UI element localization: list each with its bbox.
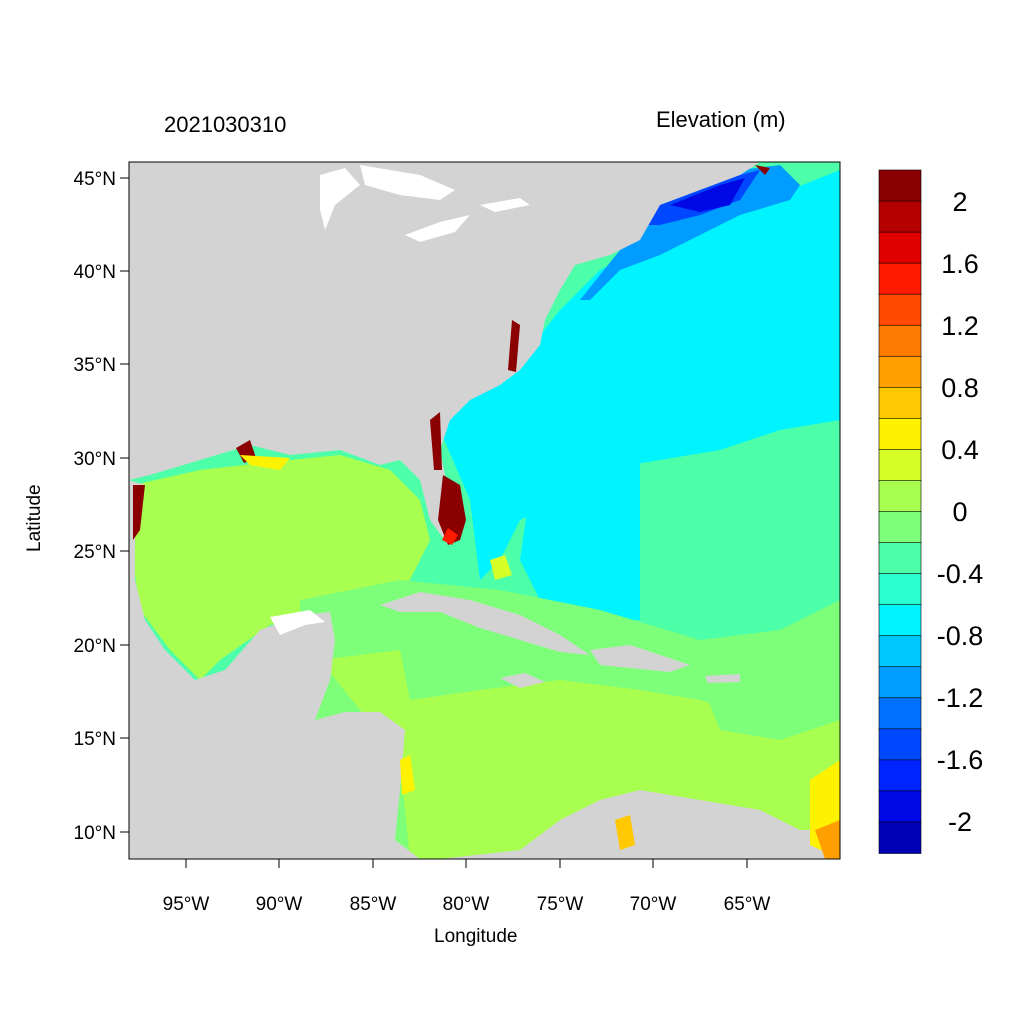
colorbar-segment — [878, 293, 922, 327]
colorbar-segment — [878, 169, 922, 202]
venezuela-orange — [815, 820, 840, 859]
x-tick-label: 65°W — [724, 894, 771, 915]
colorbar-label: 0.8 — [941, 373, 979, 403]
colorbar-segment — [878, 262, 922, 295]
y-tick-label: 30°N — [74, 449, 116, 470]
y-tick-label: 20°N — [74, 636, 116, 657]
lake-ontario — [480, 198, 530, 212]
map-plot-area — [129, 162, 840, 859]
colorbar-label: 2 — [952, 187, 967, 217]
hispaniola-land — [590, 645, 690, 672]
colorbar-segment — [878, 573, 922, 606]
eastern-caribbean — [700, 630, 840, 740]
date-label: 2021030310 — [164, 112, 287, 137]
colorbar-label: 1.6 — [941, 249, 979, 279]
colorbar — [878, 169, 922, 854]
colorbar-segment — [878, 697, 922, 730]
x-tick-label: 70°W — [630, 894, 677, 915]
y-tick-label: 25°N — [74, 542, 116, 563]
carolina-surge — [508, 320, 520, 372]
lake-michigan — [320, 168, 360, 230]
lake-erie — [405, 215, 470, 242]
colorbar-segment — [878, 542, 922, 575]
nova-scotia-surge — [755, 165, 770, 175]
x-tick-label: 75°W — [537, 894, 584, 915]
y-tick-label: 45°N — [74, 169, 116, 190]
variable-label: Elevation (m) — [656, 107, 786, 132]
colorbar-segment — [878, 821, 922, 854]
louisiana-yellow — [240, 455, 290, 470]
colorbar-label: 0 — [952, 497, 967, 527]
colorbar-segment — [878, 355, 922, 389]
x-tick-label: 85°W — [350, 894, 397, 915]
x-tick-label: 90°W — [256, 894, 303, 915]
colorbar-segment — [878, 200, 922, 233]
y-axis: 45°N 40°N 35°N 30°N 25°N 20°N 15°N 10°N — [74, 169, 129, 844]
colorbar-label: -1.6 — [937, 745, 984, 775]
colorbar-label: 1.2 — [941, 311, 979, 341]
colorbar-label: -1.2 — [937, 683, 984, 713]
florida-keys-surge — [442, 528, 458, 545]
north-america-land — [129, 162, 760, 545]
cyan-bahamas-region — [520, 430, 640, 620]
x-tick-label: 80°W — [443, 894, 490, 915]
colorbar-segment — [878, 666, 922, 699]
colorbar-segment — [878, 480, 922, 513]
x-tick-label: 95°W — [163, 894, 210, 915]
bahamas-yellow — [490, 555, 512, 580]
colorbar-segment — [878, 511, 922, 544]
colorbar-label: -0.4 — [937, 559, 984, 589]
colorbar-segment — [878, 324, 922, 358]
maracaibo-yellow — [615, 815, 635, 850]
y-tick-label: 10°N — [74, 823, 116, 844]
colorbar-label: -0.8 — [937, 621, 984, 651]
colorbar-segment — [878, 418, 922, 451]
colorbar-label: -2 — [948, 807, 972, 837]
colorbar-segment — [878, 635, 922, 668]
colorbar-label: 0.4 — [941, 435, 979, 465]
gulf-of-mexico — [133, 455, 430, 680]
colorbar-labels: 2 1.6 1.2 0.8 0.4 0 -0.4 -0.8 -1.2 -1.6 … — [937, 187, 984, 837]
gulf-of-maine-deepest — [670, 178, 745, 212]
central-america-land — [129, 480, 420, 859]
puerto-rico-land — [705, 674, 740, 683]
colorbar-segment — [878, 759, 922, 792]
florida-surge — [438, 475, 466, 545]
y-tick-label: 15°N — [74, 729, 116, 750]
colorbar-segment — [878, 449, 922, 482]
colorbar-segment — [878, 790, 922, 823]
plot-frame — [128, 161, 841, 860]
nicaragua-yellow — [400, 755, 415, 795]
colorbar-segment — [878, 387, 922, 420]
texas-coast-surge — [133, 485, 145, 540]
x-axis: 95°W 90°W 85°W 80°W 75°W 70°W 65°W — [163, 859, 771, 915]
y-tick-label: 35°N — [74, 355, 116, 376]
y-tick-label: 40°N — [74, 262, 116, 283]
colorbar-segment — [878, 728, 922, 761]
gulf-of-maine-blue — [580, 165, 800, 300]
georgia-surge — [430, 412, 442, 470]
x-axis-label: Longitude — [434, 926, 518, 947]
colorbar-segment — [878, 604, 922, 637]
cuba-land — [380, 592, 590, 655]
colorbar-segment — [878, 231, 922, 264]
yucatan-coast-white — [270, 610, 325, 635]
jamaica-land — [500, 673, 545, 688]
lake-huron — [360, 165, 455, 200]
